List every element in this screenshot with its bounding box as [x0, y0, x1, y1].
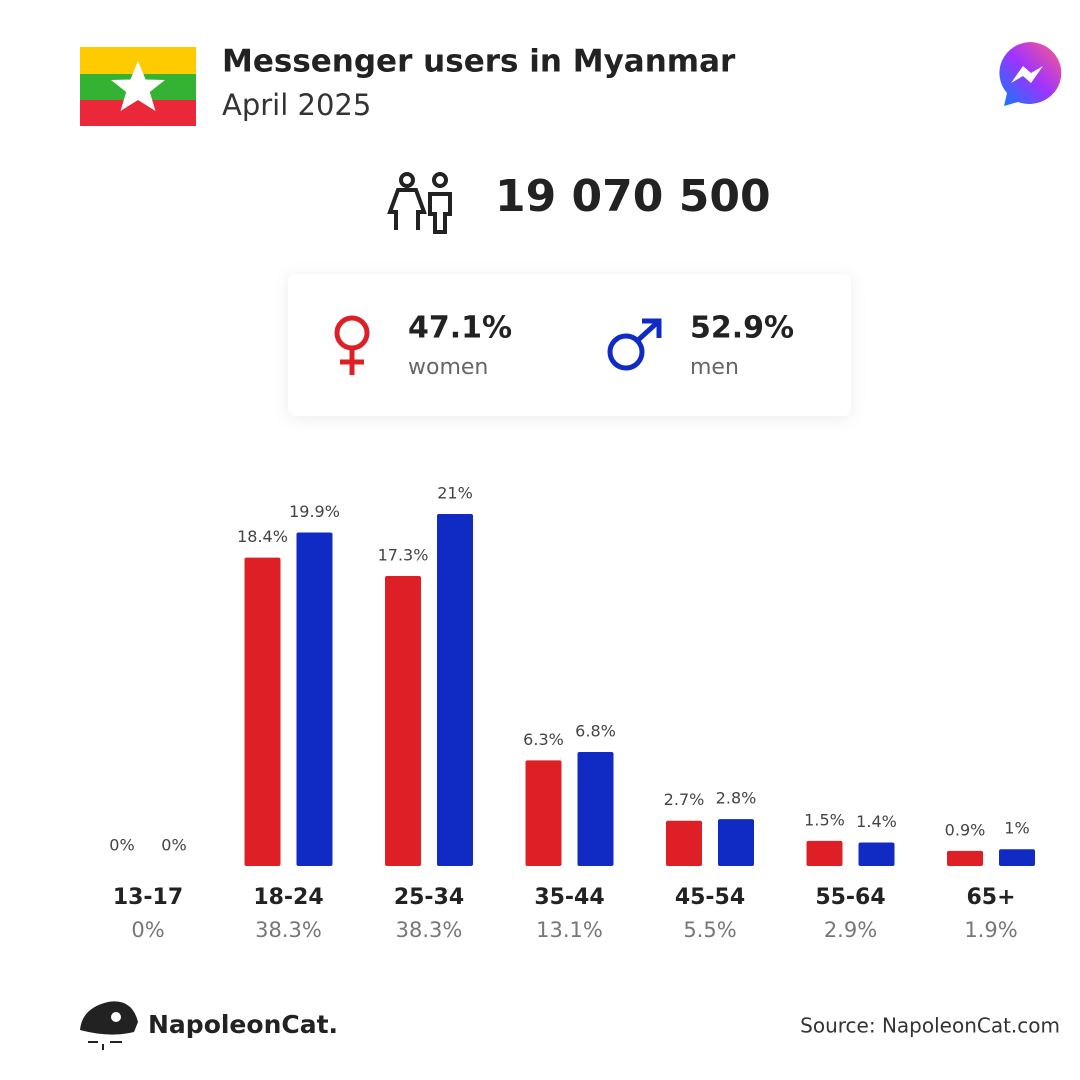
- total-users: 19 070 500: [495, 171, 771, 222]
- bar: [244, 557, 281, 866]
- category-total: 38.3%: [396, 918, 463, 942]
- category-total: 5.5%: [683, 918, 736, 942]
- category-label: 45-54: [675, 885, 745, 910]
- value-label: 0.9%: [945, 820, 986, 839]
- value-label: 2.8%: [716, 789, 757, 808]
- category-label: 18-24: [253, 885, 323, 910]
- category-total: 13.1%: [536, 918, 603, 942]
- value-label: 1%: [1004, 819, 1029, 838]
- category-label: 65+: [966, 885, 1015, 910]
- messenger-icon: [999, 42, 1062, 106]
- value-label: 21%: [437, 484, 473, 503]
- brand-logo: [80, 1001, 138, 1050]
- category-total: 0%: [131, 918, 164, 942]
- bar: [718, 819, 754, 866]
- bar: [385, 576, 421, 866]
- category-total: 2.9%: [824, 918, 877, 942]
- value-label: 1.5%: [804, 810, 845, 829]
- bar-chart: 13-17 0% 0% 0% 18-24 38.3% 18.4%19.9% 25-34 38.3…: [109, 484, 1035, 942]
- bar: [947, 850, 983, 866]
- subtitle: April 2025: [222, 88, 371, 122]
- category-total: 1.9%: [964, 918, 1017, 942]
- bar: [666, 820, 702, 866]
- brand-name: NapoleonCat.: [148, 1010, 338, 1039]
- category-total: 38.3%: [255, 918, 322, 942]
- women-label: women: [408, 355, 488, 380]
- value-label: 0%: [109, 836, 134, 855]
- bar: [296, 532, 333, 866]
- female-icon: [334, 315, 370, 375]
- women-share: 47.1%: [408, 311, 512, 346]
- value-label: 2.7%: [664, 790, 705, 809]
- bar: [577, 752, 614, 866]
- bar: [858, 842, 895, 866]
- value-label: 0%: [161, 836, 186, 855]
- value-label: 1.4%: [856, 812, 897, 831]
- men-label: men: [690, 355, 739, 380]
- gender-card: [288, 274, 851, 416]
- category-label: 25-34: [394, 885, 464, 910]
- source: Source: NapoleonCat.com: [800, 1014, 1060, 1038]
- bar: [525, 760, 562, 866]
- bar: [806, 840, 843, 866]
- men-share: 52.9%: [690, 311, 794, 346]
- category-label: 55-64: [815, 885, 885, 910]
- value-label: 6.3%: [523, 730, 564, 749]
- title: Messenger users in Myanmar: [222, 44, 736, 80]
- value-label: 19.9%: [289, 502, 340, 521]
- flag: [80, 47, 196, 126]
- bar: [999, 849, 1035, 866]
- people-icon: [387, 172, 452, 234]
- value-label: 6.8%: [575, 722, 616, 741]
- male-icon: [607, 318, 662, 371]
- category-label: 35-44: [534, 885, 604, 910]
- category-label: 13-17: [113, 885, 183, 910]
- bar: [437, 514, 473, 866]
- value-label: 18.4%: [237, 527, 288, 546]
- value-label: 17.3%: [378, 546, 429, 565]
